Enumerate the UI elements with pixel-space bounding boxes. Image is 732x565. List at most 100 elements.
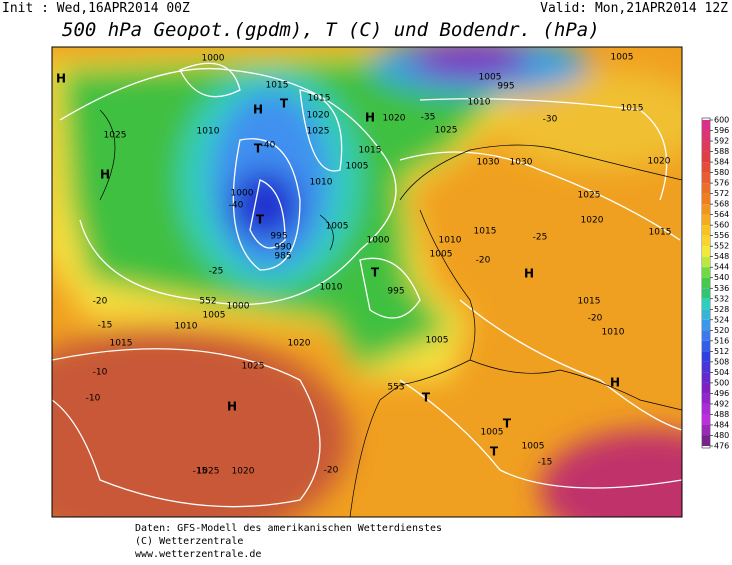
map-label: 1030 xyxy=(510,158,533,168)
map-label: 1025 xyxy=(242,362,265,372)
map-label: 1020 xyxy=(383,114,406,124)
colorbar-segment xyxy=(702,414,710,425)
map-label: -20 xyxy=(93,297,108,307)
map-label: -20 xyxy=(588,314,603,324)
map-label: 1020 xyxy=(648,157,671,167)
map-label: 1015 xyxy=(578,297,601,307)
colorbar-segment xyxy=(702,372,710,383)
colorbar-segment xyxy=(702,256,710,268)
colorbar-segment xyxy=(702,340,710,352)
colorbar-tick-label: 580 xyxy=(714,168,729,177)
colorbar-segment xyxy=(702,193,710,205)
map-label: 1005 xyxy=(426,336,449,346)
map-label: 1005 xyxy=(481,428,504,438)
map-label: 1010 xyxy=(175,322,198,332)
colorbar-segment xyxy=(702,403,710,415)
map-field xyxy=(52,47,682,517)
colorbar-segment xyxy=(702,361,710,373)
footer-source: Daten: GFS-Modell des amerikanischen Wet… xyxy=(135,523,442,534)
colorbar-tick-label: 516 xyxy=(714,336,729,345)
map-label: 1005 xyxy=(203,311,226,321)
map-label: -15 xyxy=(193,467,208,477)
map-label: 1015 xyxy=(266,81,289,91)
colorbar-segment xyxy=(702,393,710,404)
colorbar-tick-label: 512 xyxy=(714,347,729,356)
colorbar-tick-label: 528 xyxy=(714,305,729,314)
colorbar-tick-label: 600 xyxy=(714,116,729,125)
colorbar-tick-label: 576 xyxy=(714,179,729,188)
pressure-center: T xyxy=(490,445,499,459)
pressure-center: H xyxy=(253,103,263,117)
colorbar-tick-label: 552 xyxy=(714,242,729,251)
pressure-center: T xyxy=(254,142,263,156)
colorbar-tick-label: 492 xyxy=(714,399,729,408)
colorbar-segment xyxy=(702,120,710,131)
colorbar-segment xyxy=(702,298,710,310)
colorbar-segment xyxy=(702,246,710,257)
map-label: 552 xyxy=(199,297,216,307)
map-label: 1010 xyxy=(439,236,462,246)
colorbar-tick-label: 556 xyxy=(714,231,729,240)
colorbar-segment xyxy=(702,309,710,320)
map-label: 1015 xyxy=(649,228,672,238)
map-label: 995 xyxy=(387,287,404,297)
colorbar-segment xyxy=(702,151,710,163)
map-frame xyxy=(51,46,683,518)
colorbar-segment xyxy=(702,382,710,394)
pressure-center: H xyxy=(365,111,375,125)
colorbar-segment xyxy=(702,288,710,299)
map-label: 1005 xyxy=(326,222,349,232)
colorbar-tick-label: 500 xyxy=(714,378,729,387)
map-label: 1025 xyxy=(307,127,330,137)
colorbar-tick-label: 476 xyxy=(714,442,729,451)
map-label: 1005 xyxy=(430,250,453,260)
footer-copyright: (C) Wetterzentrale xyxy=(135,536,243,547)
pressure-center: T xyxy=(503,417,512,431)
map-label: 1015 xyxy=(474,227,497,237)
colorbar-tick-label: 524 xyxy=(714,315,729,324)
colorbar-segment xyxy=(702,141,710,152)
colorbar-tick-label: 484 xyxy=(714,420,729,429)
map-label: 1025 xyxy=(197,467,220,477)
map-label: 1030 xyxy=(477,158,500,168)
map-label: 1010 xyxy=(197,127,220,137)
map-label: 1025 xyxy=(435,126,458,136)
map-label: 995 xyxy=(497,82,514,92)
colorbar-segment xyxy=(702,267,710,278)
colorbar-tick-label: 488 xyxy=(714,410,729,419)
map-label: 1025 xyxy=(578,191,601,201)
map-label: 990 xyxy=(274,243,291,253)
colorbar-segment xyxy=(702,130,710,142)
map-label: 1005 xyxy=(522,442,545,452)
colorbar-tick-label: 532 xyxy=(714,294,729,303)
map-label: 553 xyxy=(387,383,404,393)
colorbar-tick-label: 544 xyxy=(714,263,729,272)
map-label: -30 xyxy=(543,115,558,125)
colorbar-segment xyxy=(702,319,710,331)
colorbar-segment xyxy=(702,435,710,446)
pressure-center: T xyxy=(371,266,380,280)
map-title: 500 hPa Geopot.(gpdm), T (C) und Bodendr… xyxy=(62,19,600,41)
map-label: 1020 xyxy=(581,216,604,226)
colorbar-segment xyxy=(702,424,710,436)
pressure-center: T xyxy=(256,213,265,227)
colorbar-tick-label: 560 xyxy=(714,221,729,230)
colorbar-tick-label: 540 xyxy=(714,273,729,282)
map-label: -25 xyxy=(533,233,548,243)
colorbar-tick-label: 496 xyxy=(714,389,729,398)
map-label: 1010 xyxy=(310,178,333,188)
colorbar-tick-label: 536 xyxy=(714,284,729,293)
pressure-center: H xyxy=(56,72,66,86)
map-label: 995 xyxy=(270,232,287,242)
colorbar-segment xyxy=(702,277,710,289)
map-label: 1000 xyxy=(227,302,250,312)
map-label: -40 xyxy=(261,141,276,151)
colorbar-tick-label: 588 xyxy=(714,147,729,156)
colorbar-segment xyxy=(702,183,710,194)
colorbar-segment xyxy=(702,172,710,184)
map-label: 1000 xyxy=(202,54,225,64)
map-label: -20 xyxy=(324,466,339,476)
map-label: 1015 xyxy=(110,339,133,349)
map-label: 1010 xyxy=(468,98,491,108)
